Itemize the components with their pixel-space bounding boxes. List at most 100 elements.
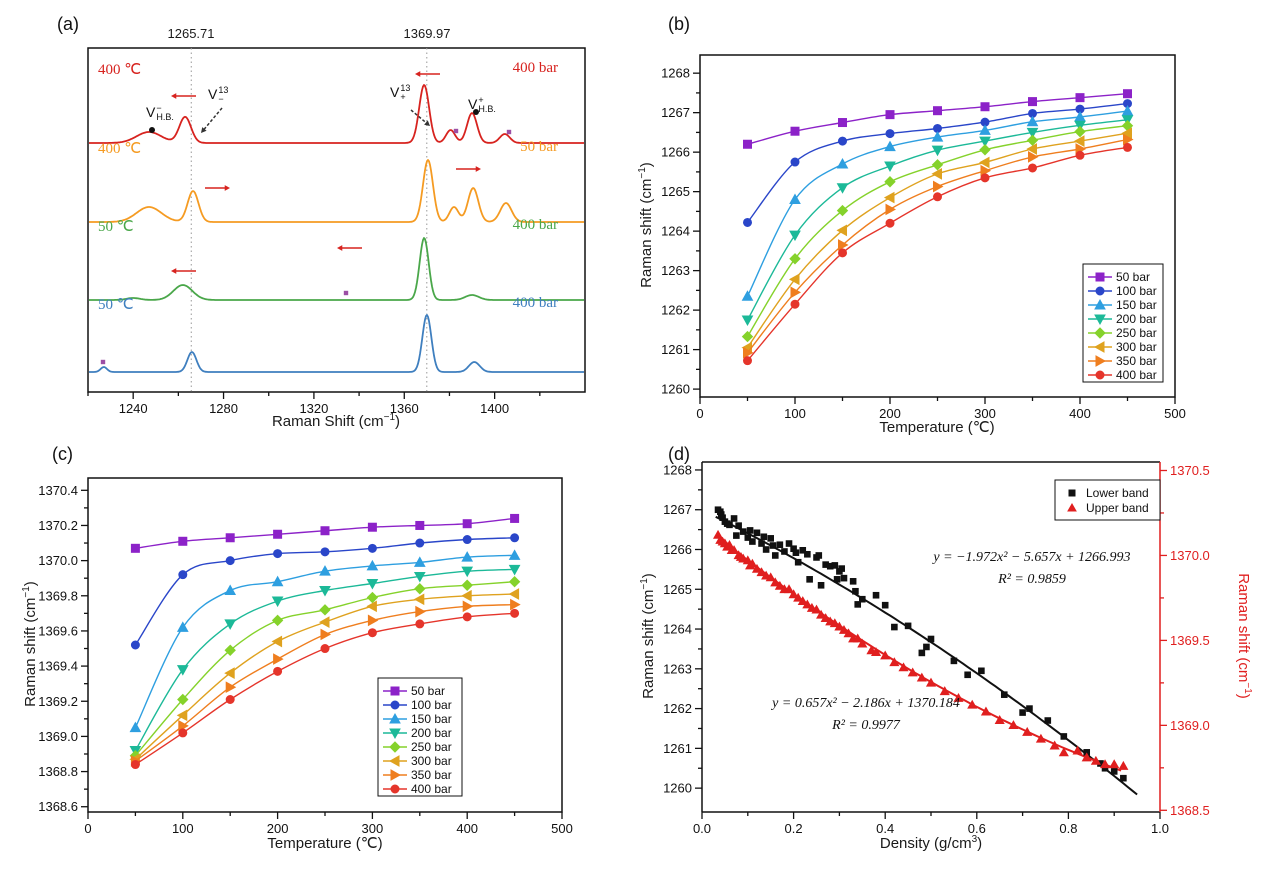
svg-text:250 bar: 250 bar (411, 740, 452, 754)
impurity-marker-dot (506, 129, 512, 135)
svg-text:200 bar: 200 bar (411, 726, 452, 740)
svg-text:200 bar: 200 bar (1116, 312, 1157, 326)
legend-entry-50-bar: 50 bar (383, 684, 445, 698)
axis-title-text: ) (640, 573, 657, 579)
svg-text:1370.4: 1370.4 (38, 483, 78, 498)
svg-text:1369.0: 1369.0 (1170, 718, 1210, 733)
axis-title-text: ) (977, 835, 983, 852)
svg-text:1369.2: 1369.2 (38, 694, 78, 709)
legend-entry-200-bar: 200 bar (383, 726, 452, 740)
panel-b-x-axis-title: Temperature (℃) (879, 419, 995, 436)
legend-entry-300-bar: 300 bar (383, 754, 452, 768)
peak-label-sub: − (218, 94, 224, 104)
spectrum-3-temp-label: 50 ℃ (98, 219, 134, 235)
panel-b-series-350-bar (743, 133, 1134, 359)
peak-label-sup: − (156, 103, 162, 113)
svg-text:Lower band: Lower band (1086, 486, 1149, 500)
peak-label-sub: H.B. (478, 104, 496, 114)
svg-text:400: 400 (1069, 406, 1091, 421)
legend-entry-100-bar: 100 bar (383, 698, 452, 712)
legend-entry-250-bar: 250 bar (383, 740, 452, 754)
panel-c-series-400-bar (130, 608, 520, 770)
guide-label-1265: 1265.71 (167, 26, 215, 41)
peak-label-v13-plus: V 13 + (390, 84, 410, 102)
peak-marker-dot (473, 109, 479, 115)
svg-text:1264: 1264 (663, 622, 692, 637)
svg-text:1264: 1264 (661, 224, 690, 239)
axis-title-text: Raman shift (cm (1235, 573, 1252, 683)
fit-r2-lower-band: R² = 0.9859 (998, 572, 1066, 587)
svg-text:1260: 1260 (661, 382, 690, 397)
svg-text:1267: 1267 (663, 502, 692, 517)
axis-title-sup: 3 (971, 834, 978, 845)
legend-entry-Upper-band: Upper band (1067, 501, 1149, 515)
panel-b-y-axis-title: Raman shift (cm−1) (637, 125, 655, 325)
svg-text:100: 100 (784, 406, 806, 421)
panel-a: 1240 1280 1320 1360 1400 (87, 47, 586, 416)
svg-text:1368.5: 1368.5 (1170, 803, 1210, 818)
svg-text:200: 200 (879, 406, 901, 421)
axis-title-text: ) (395, 413, 401, 430)
legend-entry-350-bar: 350 bar (1088, 354, 1157, 368)
svg-text:400: 400 (456, 821, 478, 836)
svg-text:1280: 1280 (209, 401, 238, 416)
panel-a-annotations (100, 71, 512, 365)
panel-d-right-y-axis-title: Raman shift (cm−1) (1235, 536, 1253, 736)
panel-d-letter: (d) (668, 444, 690, 464)
svg-text:1240: 1240 (119, 401, 148, 416)
svg-text:Upper band: Upper band (1086, 501, 1149, 515)
panel-b-series-150-bar (741, 105, 1134, 301)
svg-text:1.0: 1.0 (1151, 821, 1169, 836)
panel-a-spectrum-50C-400bar-green (89, 237, 584, 301)
spectrum-1-pressure-label: 400 bar (512, 60, 558, 76)
panel-a-x-axis-title: Raman Shift (cm−1) (216, 412, 456, 430)
legend-entry-150-bar: 150 bar (383, 712, 452, 726)
peak-label-base: V (468, 96, 478, 112)
svg-text:1260: 1260 (663, 781, 692, 796)
svg-text:1267: 1267 (661, 105, 690, 120)
fit-r2-upper-band: R² = 0.9977 (832, 718, 900, 733)
svg-text:1268: 1268 (663, 462, 692, 477)
spectrum-4-temp-label: 50 ℃ (98, 297, 134, 313)
svg-text:1369.0: 1369.0 (38, 729, 78, 744)
svg-text:100: 100 (172, 821, 194, 836)
legend-entry-200-bar: 200 bar (1088, 312, 1157, 326)
axis-title-text: ) (638, 162, 655, 168)
svg-text:1261: 1261 (663, 741, 692, 756)
svg-text:250 bar: 250 bar (1116, 326, 1157, 340)
panel-c: 0 100 200 300 400 500 1368.6 1368.8 1369.0 1369.2… (38, 477, 573, 836)
impurity-marker-dot (453, 128, 459, 134)
panel-d-x-axis-title: Density (g/cm3) (811, 834, 1051, 852)
legend-entry-250-bar: 250 bar (1088, 326, 1157, 340)
axis-title-text: Raman Shift (cm (271, 413, 384, 430)
spectrum-4-pressure-label: 400 bar (512, 295, 558, 311)
panel-b-series-200-bar (741, 115, 1134, 327)
svg-text:300 bar: 300 bar (1116, 340, 1157, 354)
axis-title-text: Raman shift (cm (640, 589, 657, 699)
svg-text:0.8: 0.8 (1059, 821, 1077, 836)
panel-b-series-400-bar (743, 142, 1132, 366)
svg-text:150 bar: 150 bar (1116, 298, 1157, 312)
svg-text:0.2: 0.2 (785, 821, 803, 836)
svg-text:50 bar: 50 bar (411, 684, 445, 698)
legend-entry-150-bar: 150 bar (1088, 298, 1157, 312)
legend-entry-400-bar: 400 bar (383, 782, 452, 796)
peak-label-sub: + (400, 92, 406, 102)
axis-title-sup: −1 (383, 412, 396, 423)
axis-title-sup: −1 (21, 586, 32, 598)
panel-b-series-250-bar (741, 119, 1134, 343)
panel-a-spectrum-50C-400bar-blue (89, 314, 584, 373)
peak-shift-arrow (205, 185, 230, 191)
spectrum-1-temp-label: 400 ℃ (98, 62, 142, 78)
panel-b-letter: (b) (668, 14, 690, 34)
svg-text:500: 500 (1164, 406, 1186, 421)
svg-text:1368.8: 1368.8 (38, 764, 78, 779)
legend-entry-350-bar: 350 bar (383, 768, 452, 782)
svg-text:1266: 1266 (661, 145, 690, 160)
panel-d-left-y-axis-title: Raman shift (cm−1) (639, 536, 657, 736)
peak-shift-arrow (171, 93, 196, 99)
